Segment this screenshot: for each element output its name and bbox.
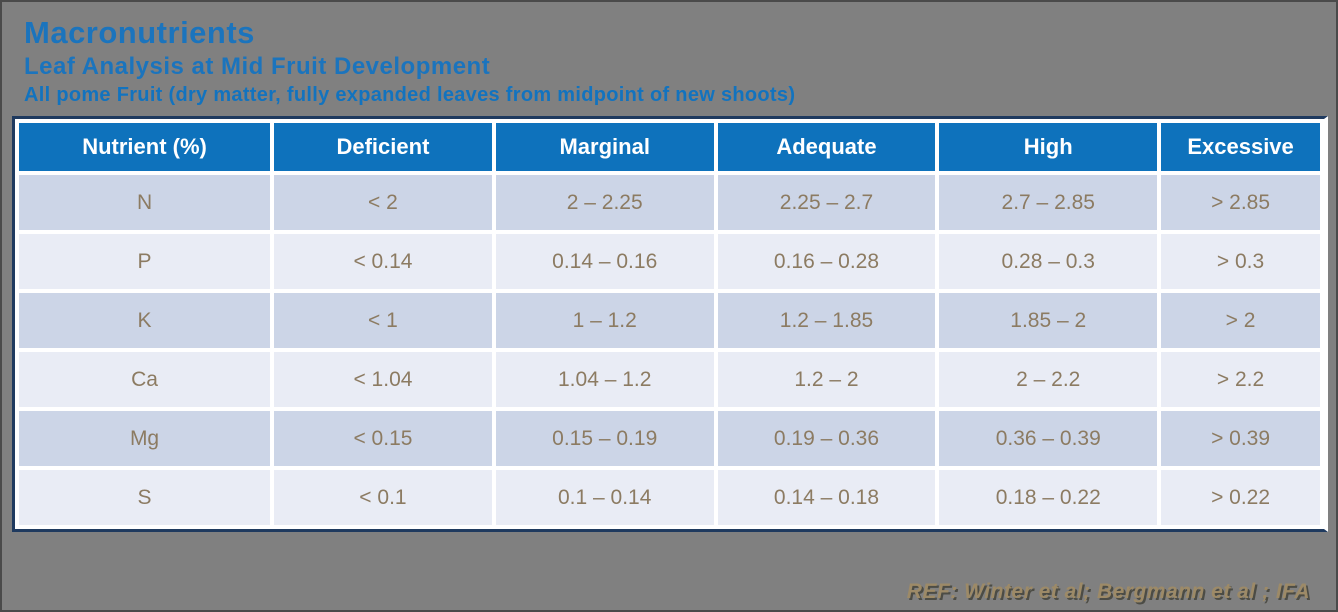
value-cell: < 1.04 xyxy=(274,352,492,408)
value-cell: 2.7 – 2.85 xyxy=(939,175,1158,231)
value-cell: > 2.85 xyxy=(1161,175,1320,231)
value-cell: 1.85 – 2 xyxy=(939,293,1158,349)
value-cell: 2 – 2.25 xyxy=(495,175,714,231)
value-cell: 2.25 – 2.7 xyxy=(717,175,936,231)
reference-text: REF: Winter et al; Bergmann et al ; IFA xyxy=(906,580,1310,603)
value-cell: 0.1 – 0.14 xyxy=(495,470,714,526)
table-row: S < 0.1 0.1 – 0.14 0.14 – 0.18 0.18 – 0.22 > … xyxy=(19,470,1320,526)
nutrient-table-frame: Nutrient (%) Deficient Marginal Adequate… xyxy=(12,116,1328,533)
table-row: Mg < 0.15 0.15 – 0.19 0.19 – 0.36 0.36 – 0.3… xyxy=(19,411,1320,467)
column-header-excessive: Excessive xyxy=(1161,123,1320,172)
column-header-nutrient: Nutrient (%) xyxy=(19,123,271,172)
value-cell: 1 – 1.2 xyxy=(495,293,714,349)
value-cell: 1.2 – 2 xyxy=(717,352,936,408)
column-header-marginal: Marginal xyxy=(495,123,714,172)
value-cell: 0.16 – 0.28 xyxy=(717,234,936,290)
value-cell: 1.04 – 1.2 xyxy=(495,352,714,408)
table-row: P < 0.14 0.14 – 0.16 0.16 – 0.28 0.28 – 0.3 >… xyxy=(19,234,1320,290)
value-cell: 0.14 – 0.16 xyxy=(495,234,714,290)
value-cell: 2 – 2.2 xyxy=(939,352,1158,408)
column-header-deficient: Deficient xyxy=(274,123,492,172)
header-row: Nutrient (%) Deficient Marginal Adequate… xyxy=(19,123,1320,172)
value-cell: 0.15 – 0.19 xyxy=(495,411,714,467)
nutrient-table: Nutrient (%) Deficient Marginal Adequate… xyxy=(15,119,1324,530)
nutrient-cell: P xyxy=(19,234,271,290)
value-cell: < 1 xyxy=(274,293,492,349)
column-header-high: High xyxy=(939,123,1158,172)
nutrient-cell: N xyxy=(19,175,271,231)
value-cell: > 0.3 xyxy=(1161,234,1320,290)
nutrient-cell: K xyxy=(19,293,271,349)
value-cell: < 0.15 xyxy=(274,411,492,467)
value-cell: 0.19 – 0.36 xyxy=(717,411,936,467)
title-block: Macronutrients Leaf Analysis at Mid Frui… xyxy=(2,2,1336,108)
value-cell: < 0.1 xyxy=(274,470,492,526)
value-cell: > 0.22 xyxy=(1161,470,1320,526)
value-cell: < 2 xyxy=(274,175,492,231)
value-cell: > 0.39 xyxy=(1161,411,1320,467)
value-cell: 0.36 – 0.39 xyxy=(939,411,1158,467)
value-cell: 1.2 – 1.85 xyxy=(717,293,936,349)
nutrient-cell: Ca xyxy=(19,352,271,408)
page-title: Macronutrients xyxy=(24,15,255,50)
page-subtitle: Leaf Analysis at Mid Fruit Development xyxy=(24,53,491,81)
nutrient-cell: S xyxy=(19,470,271,526)
value-cell: 0.18 – 0.22 xyxy=(939,470,1158,526)
value-cell: 0.14 – 0.18 xyxy=(717,470,936,526)
value-cell: > 2.2 xyxy=(1161,352,1320,408)
value-cell: < 0.14 xyxy=(274,234,492,290)
column-header-adequate: Adequate xyxy=(717,123,936,172)
page-note: All pome Fruit (dry matter, fully expand… xyxy=(24,84,796,107)
value-cell: 0.28 – 0.3 xyxy=(939,234,1158,290)
value-cell: > 2 xyxy=(1161,293,1320,349)
nutrient-cell: Mg xyxy=(19,411,271,467)
